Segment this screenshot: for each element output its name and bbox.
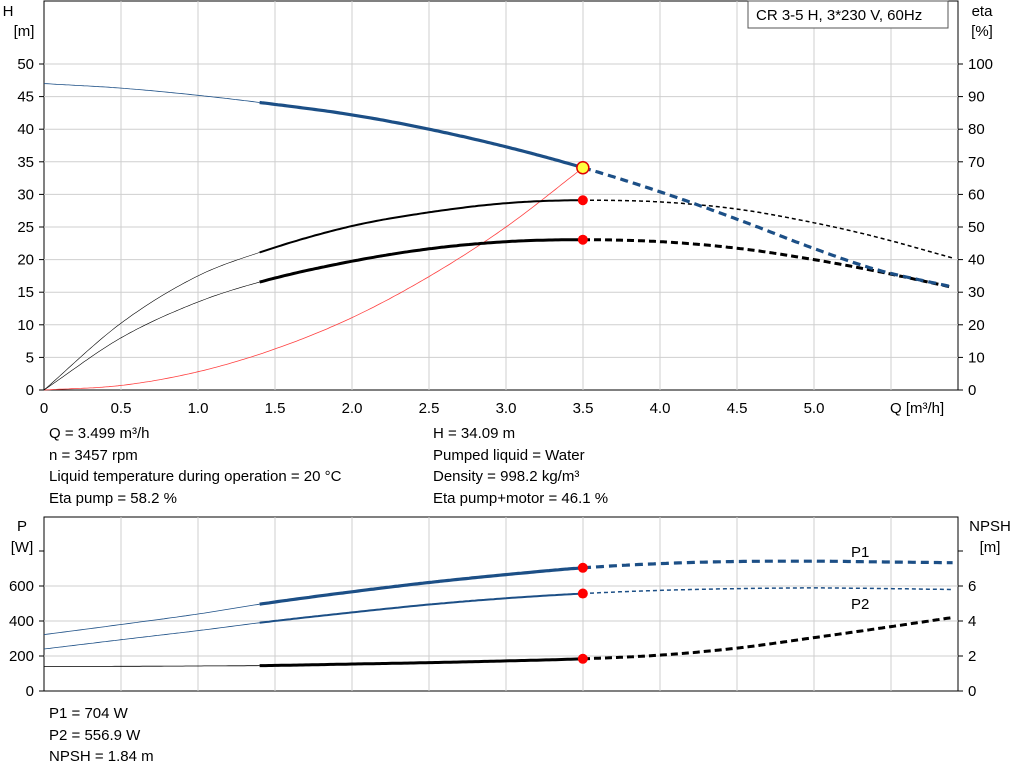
operating-info-left: Q = 3.499 m³/h n = 3457 rpm Liquid tempe…	[49, 423, 341, 509]
y-axis-unit-left: [m]	[14, 23, 35, 40]
x-tick-label: 3.5	[573, 400, 594, 417]
curve-NPSH	[259, 657, 584, 668]
info-head: H = 34.09 m	[433, 425, 516, 442]
y-tick-label-right: 80	[968, 121, 985, 138]
y-axis-label-left: P	[17, 518, 27, 535]
info-liquid-temperature: Liquid temperature during operation = 20…	[49, 468, 342, 485]
y-tick-label-right: 100	[968, 56, 993, 73]
curve-H	[259, 100, 584, 170]
x-tick-label: 1.0	[188, 400, 209, 417]
y-tick-label-right: 0	[968, 683, 976, 700]
y-axis-unit-right: [%]	[971, 23, 993, 40]
y-tick-label-right: 50	[968, 219, 985, 236]
x-tick-label: 1.5	[265, 400, 286, 417]
curve-system	[43, 167, 584, 391]
info-pumped-liquid: Pumped liquid = Water	[433, 446, 585, 464]
x-tick-label: 5.0	[804, 400, 825, 417]
y-tick-label-left: 5	[26, 349, 34, 366]
x-tick-label: 2.5	[419, 400, 440, 417]
operating-point-p1	[577, 562, 588, 573]
curve-eta_pump	[259, 199, 583, 254]
x-tick-label: 4.5	[727, 400, 748, 417]
operating-point-head	[576, 160, 590, 175]
y-tick-label-right: 6	[968, 578, 976, 595]
info-npsh: NPSH = 1.84 m	[49, 748, 154, 765]
y-axis-label-right: eta	[972, 3, 994, 20]
operating-point-eta-total	[577, 234, 588, 245]
y-axis-unit-left: [W]	[11, 539, 34, 556]
info-density: Density = 998.2 kg/m³	[433, 468, 580, 485]
y-tick-label-left: 600	[9, 578, 34, 595]
y-tick-label-right: 30	[968, 284, 985, 301]
chart-title: CR 3-5 H, 3*230 V, 60Hz	[756, 7, 922, 24]
y-tick-label-left: 20	[17, 252, 34, 269]
y-axis-label-left: H	[3, 3, 14, 20]
x-axis-label: Q [m³/h]	[890, 400, 944, 417]
y-tick-label-left: 15	[17, 284, 34, 301]
operating-point-eta-pump	[577, 195, 588, 206]
info-p1: P1 = 704 W	[49, 705, 128, 722]
curve-eta_total	[259, 238, 583, 284]
series-label-p2: P2	[851, 596, 869, 613]
y-tick-label-left: 40	[17, 121, 34, 138]
info-eta-pump-motor: Eta pump+motor = 46.1 %	[433, 489, 609, 507]
x-tick-label: 3.0	[496, 400, 517, 417]
plot-frame-head	[43, 0, 959, 391]
info-p2: P2 = 556.9 W	[49, 726, 141, 744]
curve-P2-extrapolated	[43, 622, 260, 650]
y-tick-label-right: 90	[968, 89, 985, 106]
curve-eta_pump-dashed	[583, 199, 953, 259]
x-tick-label: 2.0	[342, 400, 363, 417]
info-speed: n = 3457 rpm	[49, 446, 138, 464]
y-tick-label-left: 30	[17, 186, 34, 203]
y-tick-label-right: 0	[968, 382, 976, 399]
power-info: P1 = 704 W P2 = 556.9 W NPSH = 1.84 m	[49, 703, 154, 768]
y-tick-label-left: 0	[26, 382, 34, 399]
info-flow: Q = 3.499 m³/h	[49, 425, 150, 442]
chart-title-box: CR 3-5 H, 3*230 V, 60Hz	[747, 0, 949, 29]
plot-frame-power	[43, 516, 959, 692]
curve-eta_total-extrapolated	[43, 281, 260, 391]
info-eta-pump: Eta pump = 58.2 %	[49, 489, 177, 507]
x-tick-label: 0	[40, 400, 48, 417]
y-tick-label-left: 200	[9, 648, 34, 665]
y-tick-label-right: 40	[968, 252, 985, 269]
x-tick-label: 4.0	[650, 400, 671, 417]
operating-info-right: H = 34.09 m Pumped liquid = Water Densit…	[433, 423, 608, 509]
curve-P1	[259, 566, 584, 606]
operating-point-npsh	[577, 653, 588, 664]
y-tick-label-left: 35	[17, 154, 34, 171]
curve-H-dashed	[582, 166, 953, 289]
y-tick-label-left: 400	[9, 613, 34, 630]
y-tick-label-right: 20	[968, 317, 985, 334]
y-tick-label-left: 50	[17, 56, 34, 73]
curve-NPSH-dashed	[582, 616, 953, 661]
y-tick-label-right: 70	[968, 154, 985, 171]
curve-P1-dashed	[582, 559, 953, 570]
curve-H-extrapolated	[43, 83, 260, 103]
y-tick-label-right: 2	[968, 648, 976, 665]
y-tick-label-left: 45	[17, 89, 34, 106]
y-tick-label-right: 60	[968, 186, 985, 203]
x-tick-label: 0.5	[111, 400, 132, 417]
operating-point-p2	[577, 588, 588, 599]
y-tick-label-right: 4	[968, 613, 976, 630]
y-axis-label-right: NPSH	[969, 518, 1011, 535]
series-label-p1: P1	[851, 544, 869, 561]
y-tick-label-left: 10	[17, 317, 34, 334]
curve-eta_pump-extrapolated	[43, 252, 260, 391]
y-axis-unit-right: [m]	[980, 539, 1001, 556]
y-tick-label-left: 0	[26, 683, 34, 700]
y-tick-label-left: 25	[17, 219, 34, 236]
curve-P2-dashed	[582, 587, 953, 595]
curve-NPSH-extrapolated	[44, 665, 260, 667]
y-tick-label-right: 10	[968, 349, 985, 366]
curve-P1-extrapolated	[43, 603, 260, 635]
curve-P2	[259, 592, 584, 624]
